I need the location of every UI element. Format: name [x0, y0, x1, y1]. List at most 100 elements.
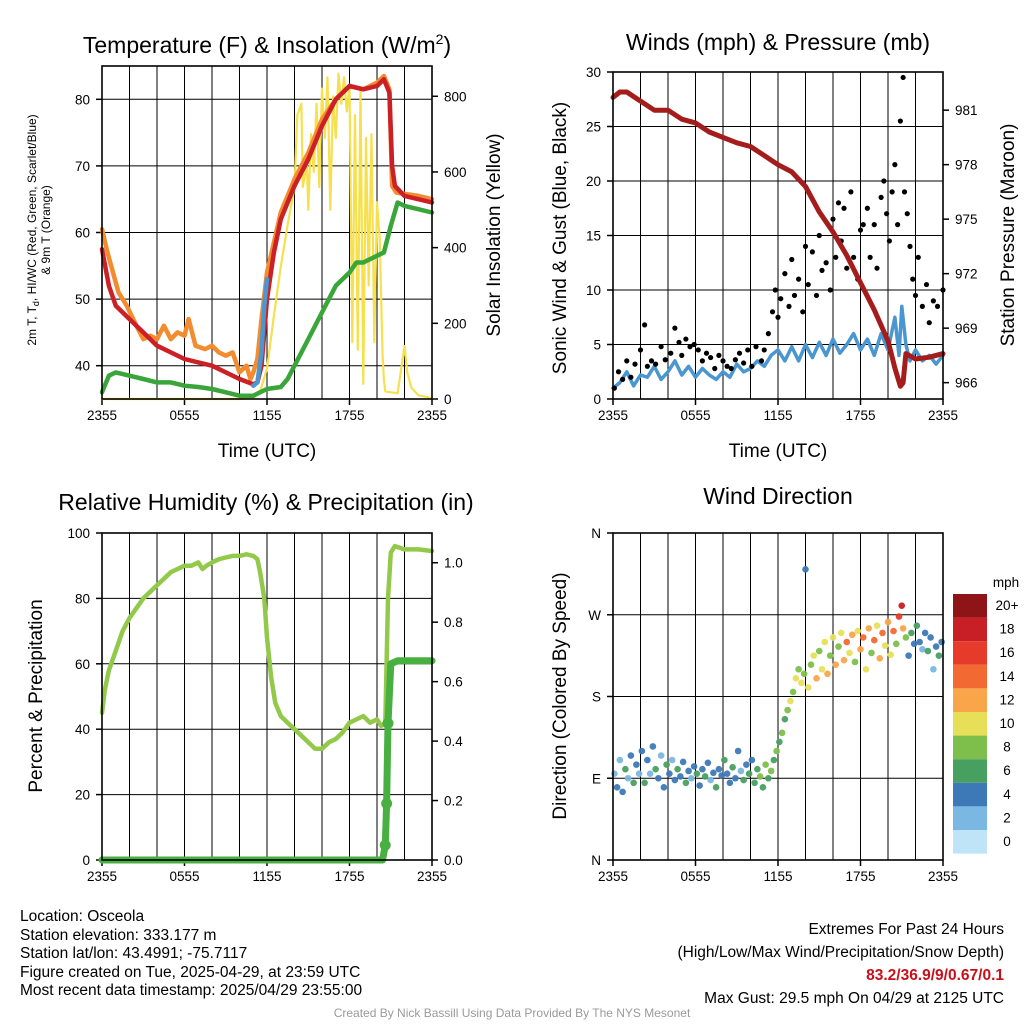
direction-point	[821, 638, 829, 646]
direction-point	[627, 752, 635, 759]
direction-point	[927, 634, 934, 641]
y-tick-label: 100	[67, 526, 90, 541]
direction-panel: Wind Direction 2355 0555 1155 1755 2355NESWN…	[550, 483, 1019, 884]
series-solar-insolation	[100, 72, 434, 401]
direction-point	[721, 756, 728, 764]
direction-point	[802, 566, 809, 573]
legend-swatch	[953, 830, 987, 854]
direction-point	[924, 647, 932, 655]
gust-point	[720, 358, 726, 364]
direction-point	[748, 756, 756, 764]
gust-point	[724, 363, 730, 369]
legend-label: 6	[1003, 763, 1011, 778]
y-tick-label: 40	[75, 722, 90, 737]
direction-point	[622, 765, 629, 773]
y2-tick-label: 0.6	[444, 675, 463, 690]
gust-point	[662, 357, 668, 363]
direction-point	[804, 684, 812, 691]
gust-point	[708, 354, 714, 361]
gust-point	[823, 260, 829, 266]
humidity-ylabel: Percent & Precipitation	[26, 599, 47, 792]
direction-point	[649, 743, 657, 750]
direction-point	[935, 652, 943, 659]
y-tick-label: 20	[586, 174, 601, 189]
gust-point	[642, 322, 648, 328]
gust-point	[728, 365, 734, 372]
direction-point	[668, 756, 676, 764]
extremes-heading: Extremes For Past 24 Hours	[808, 921, 1004, 938]
direction-point	[660, 784, 668, 791]
humidity-plot-area: 2355 0555 1155 1755 23550204060801000.00.20.…	[67, 526, 463, 884]
x-tick-label: 2355	[417, 869, 447, 884]
direction-point	[787, 697, 794, 705]
direction-point	[715, 765, 723, 773]
gust-point	[857, 227, 864, 233]
gust-point	[648, 358, 655, 364]
direction-point	[840, 656, 848, 664]
series-hi-wc	[251, 276, 270, 388]
direction-point	[644, 756, 651, 764]
gust-point	[915, 254, 921, 260]
direction-point	[916, 638, 923, 646]
max-gust-text: Max Gust: 29.5 mph On 04/29 at 2125 UTC	[704, 990, 1004, 1007]
direction-point	[616, 756, 624, 764]
pressure-ylabel: Station Pressure (Maroon)	[998, 124, 1019, 347]
credit-text: Created By Nick Bassill Using Data Provi…	[333, 1006, 691, 1020]
direction-point	[701, 773, 709, 780]
direction-point	[633, 761, 640, 768]
direction-point	[857, 645, 864, 653]
gust-point	[805, 281, 811, 288]
gust-point	[919, 303, 925, 309]
direction-point	[765, 774, 772, 782]
legend-swatch	[953, 641, 987, 665]
direction-point	[619, 788, 626, 796]
gust-point	[912, 292, 919, 299]
direction-point	[776, 738, 783, 746]
direction-point	[767, 767, 775, 775]
direction-point	[770, 756, 778, 764]
y-tick-label: 60	[75, 657, 90, 672]
gust-point	[615, 369, 622, 375]
direction-point	[859, 634, 867, 641]
direction-point	[938, 638, 945, 646]
gust-point	[900, 74, 906, 81]
gust-point	[775, 314, 781, 320]
y2-tick-label: 981	[955, 103, 978, 118]
y2-tick-label: 966	[955, 376, 978, 391]
gust-point	[791, 292, 798, 299]
precip-point	[379, 839, 391, 851]
y-tick-label: N	[591, 853, 601, 868]
direction-point	[851, 658, 859, 666]
direction-point	[737, 767, 745, 775]
gust-point	[758, 358, 765, 364]
plot-frame	[101, 532, 433, 861]
y2-tick-label: 200	[444, 316, 467, 331]
direction-point	[743, 761, 750, 768]
plot-frame	[101, 65, 433, 400]
gust-point	[683, 336, 689, 342]
direction-point	[837, 629, 845, 637]
gust-point	[699, 358, 705, 364]
direction-point	[899, 625, 907, 632]
temperature-title: Temperature (F) & Insolation (W/m2)	[83, 31, 451, 58]
gust-point	[864, 205, 870, 211]
legend-swatch	[953, 664, 987, 689]
direction-point	[751, 779, 758, 787]
y-tick-label: 0	[593, 392, 601, 407]
temperature-plot-area: 2355 0555 1155 1755 235540506070800200400600…	[75, 65, 467, 423]
gust-point	[819, 267, 825, 273]
gust-point	[835, 200, 842, 206]
legend-swatch	[953, 712, 987, 736]
temperature-ylabel-line1: 2m T, Td, HI/WC (Red, Green, Scarlet/Blu…	[25, 114, 41, 345]
extremes-subheading: (High/Low/Max Wind/Precipitation/Snow De…	[677, 944, 1005, 961]
direction-point	[876, 655, 884, 662]
x-tick-label: 2355	[928, 408, 958, 423]
x-tick-label: 2355	[598, 408, 628, 423]
gust-point	[851, 254, 857, 260]
winds-panel: Winds (mph) & Pressure (mb) 2355 0555 1155…	[550, 29, 1019, 462]
direction-point	[611, 770, 618, 778]
direction-point	[854, 627, 862, 635]
y-tick-label: 30	[586, 65, 601, 80]
direction-point	[682, 779, 690, 787]
